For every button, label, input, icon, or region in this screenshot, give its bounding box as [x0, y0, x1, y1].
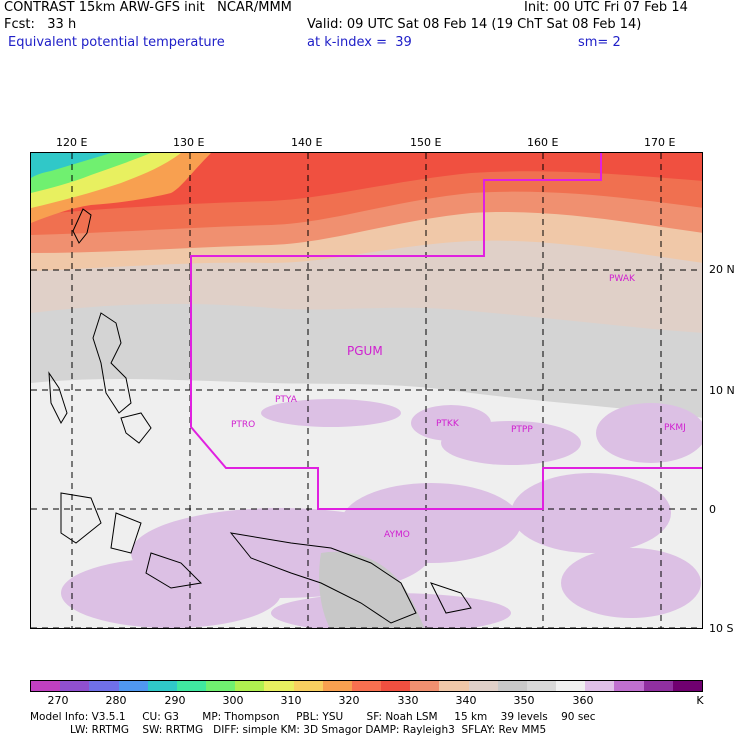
new-guinea-terrain: [319, 551, 425, 628]
colorbar-label: 340: [455, 694, 477, 707]
colorbar-swatch: [468, 681, 498, 691]
map-canvas: PWAK PGUM PTYA PTRO PTKK PTPP PKMJ AYMO: [31, 153, 702, 628]
station-ptya: PTYA: [275, 395, 298, 405]
colorbar-label: 290: [164, 694, 186, 707]
region-boundary: [190, 153, 702, 510]
colorbar-label: K: [696, 694, 704, 707]
lon-label-160: 160 E: [527, 136, 559, 149]
station-ptro: PTRO: [231, 420, 255, 430]
colorbar-swatch: [351, 681, 382, 691]
lat-label-10n: 10 N: [709, 384, 735, 397]
colorbar-swatch: [672, 681, 702, 691]
colorbar-swatch: [556, 681, 586, 691]
band-290: [31, 153, 111, 178]
colorbar-swatch: [322, 681, 352, 691]
moist-patches: [61, 399, 702, 628]
colorbar-swatch: [264, 681, 294, 691]
station-ptkk: PTKK: [436, 419, 460, 429]
colorbar-swatch: [526, 681, 557, 691]
colorbar-swatch: [89, 681, 119, 691]
lat-label-0: 0: [709, 503, 716, 516]
lon-label-150: 150 E: [410, 136, 442, 149]
colorbar: [30, 680, 703, 692]
smoothing: sm= 2: [578, 35, 621, 50]
station-pwak: PWAK: [609, 274, 636, 284]
colorbar-label: 350: [513, 694, 535, 707]
colorbar-swatch: [410, 681, 440, 691]
colorbar-label: 320: [338, 694, 360, 707]
station-aymo: AYMO: [384, 530, 410, 540]
colorbar-label: 330: [397, 694, 419, 707]
lon-label-170: 170 E: [644, 136, 676, 149]
colorbar-swatch: [293, 681, 323, 691]
colorbar-swatch: [206, 681, 236, 691]
colorbar-label: 360: [572, 694, 594, 707]
station-pgum: PGUM: [347, 344, 383, 358]
colorbar-label: 280: [105, 694, 127, 707]
theta-e-map: PWAK PGUM PTYA PTRO PTKK PTPP PKMJ AYMO: [30, 152, 703, 629]
colorbar-swatch: [235, 681, 265, 691]
colorbar-swatch: [118, 681, 148, 691]
colorbar-swatch: [381, 681, 411, 691]
colorbar-swatch: [614, 681, 644, 691]
colorbar-swatch: [31, 681, 61, 691]
lat-label-10s: 10 S: [709, 622, 734, 635]
band-325: [31, 153, 702, 215]
lon-label-140: 140 E: [291, 136, 323, 149]
colorbar-swatch: [497, 681, 527, 691]
colorbar-swatch: [60, 681, 90, 691]
init-time: Init: 00 UTC Fri 07 Feb 14: [524, 0, 688, 15]
colorbar-swatch: [147, 681, 177, 691]
field-name: Equivalent potential temperature: [8, 35, 225, 50]
colorbar-swatch: [585, 681, 615, 691]
lat-label-20n: 20 N: [709, 263, 735, 276]
forecast-hour: Fcst: 33 h: [4, 17, 77, 32]
level-index: at k-index = 39: [307, 35, 412, 50]
colorbar-label: 270: [47, 694, 69, 707]
model-title: CONTRAST 15km ARW-GFS init NCAR/MMM: [4, 0, 292, 15]
station-ptpp: PTPP: [511, 425, 533, 435]
colorbar-label: 300: [222, 694, 244, 707]
colorbar-label: 310: [280, 694, 302, 707]
colorbar-swatch: [176, 681, 207, 691]
coastlines: [48, 208, 472, 624]
valid-time: Valid: 09 UTC Sat 08 Feb 14 (19 ChT Sat …: [307, 17, 642, 32]
colorbar-swatch: [439, 681, 469, 691]
model-info-line2: LW: RRTMG SW: RRTMG DIFF: simple KM: 3D …: [30, 724, 547, 736]
model-info-line1: Model Info: V3.5.1 CU: G3 MP: Thompson P…: [30, 711, 596, 723]
lon-label-120: 120 E: [56, 136, 88, 149]
colorbar-swatch: [643, 681, 673, 691]
station-pkmj: PKMJ: [664, 423, 686, 433]
graticule: [31, 153, 702, 628]
lon-label-130: 130 E: [173, 136, 205, 149]
